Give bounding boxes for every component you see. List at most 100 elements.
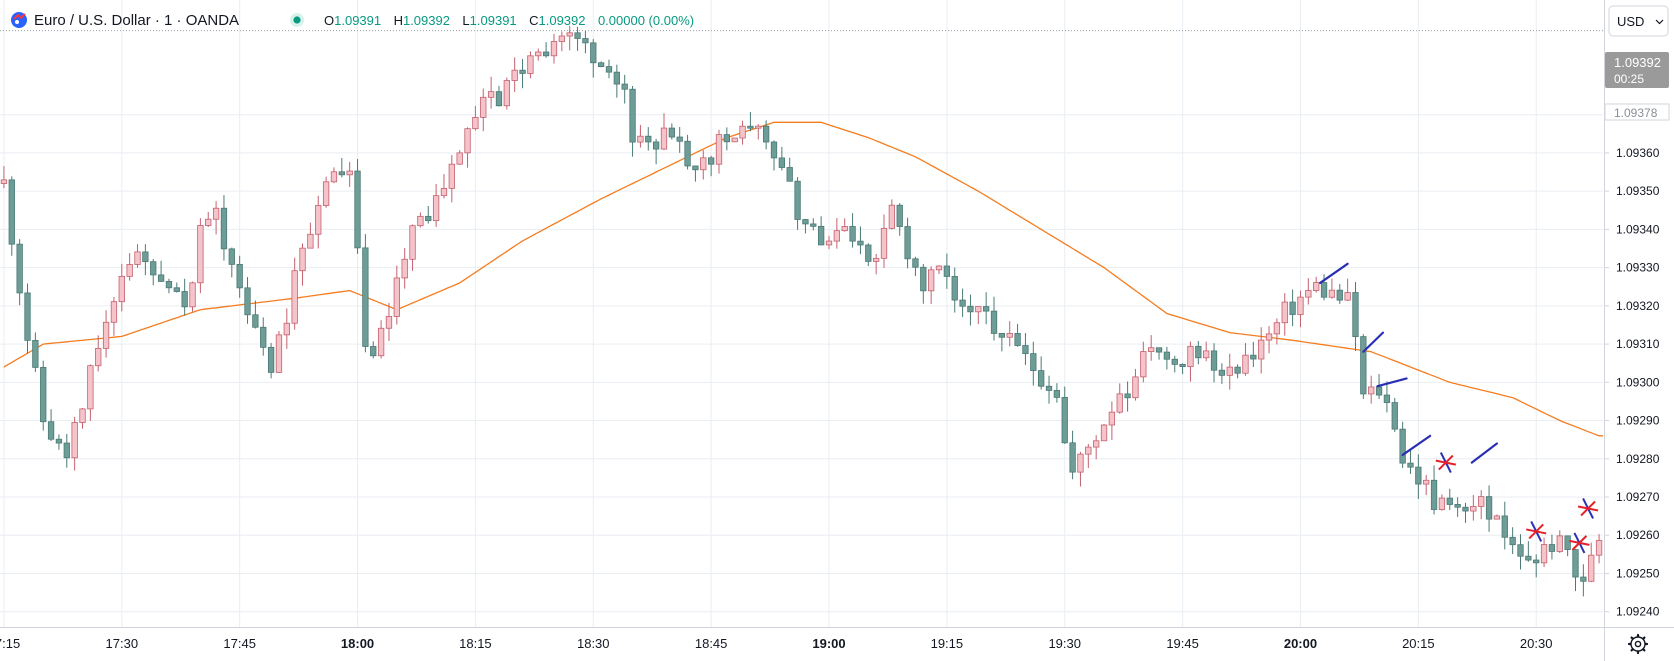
- price-tick-label: 1.09270: [1616, 490, 1660, 504]
- candle-body: [173, 287, 180, 292]
- candle-body: [503, 80, 510, 107]
- candle-body: [87, 365, 94, 410]
- candle-body: [260, 326, 267, 348]
- symbol-legend[interactable]: Euro / U.S. Dollar · 1 · OANDA O1.09391 …: [11, 12, 694, 29]
- currency-selector-box[interactable]: [1608, 5, 1669, 37]
- trend-line-drawing[interactable]: [1362, 331, 1385, 353]
- candle-body: [833, 230, 841, 242]
- price-axis[interactable]: 1.09240 1.09250 1.09260 1.09270 1.09280 1.092…: [1604, 108, 1660, 619]
- candle-bearish: [1430, 465, 1438, 515]
- candle-body: [1061, 396, 1068, 444]
- candle-bearish: [951, 267, 958, 313]
- candle-bearish: [1407, 450, 1414, 474]
- candle-bearish: [1171, 355, 1178, 373]
- cross-marker-drawing[interactable]: [1569, 532, 1590, 554]
- candle-body: [1234, 366, 1241, 374]
- candle-body: [495, 91, 503, 107]
- candle-bullish: [558, 31, 565, 52]
- candle-body: [1250, 354, 1257, 360]
- user-drawings[interactable]: [1319, 262, 1599, 554]
- candle-body: [126, 264, 133, 277]
- candle-body: [354, 170, 361, 249]
- gear-icon[interactable]: [1627, 633, 1649, 655]
- candle-body: [770, 141, 778, 159]
- trend-line-drawing[interactable]: [1319, 262, 1349, 285]
- candle-bullish: [487, 76, 495, 109]
- candle-bearish: [1014, 323, 1021, 347]
- candle-bullish: [307, 222, 314, 249]
- candle-body: [275, 334, 283, 373]
- time-axis[interactable]: 17:15 17:30 17:45 18:00 18:15 18:30 18:45 19:00…: [0, 636, 1552, 651]
- cross-marker-drawing[interactable]: [1435, 452, 1457, 474]
- candle-body: [63, 442, 70, 459]
- candle-bullish: [0, 166, 8, 189]
- candle-bullish: [283, 308, 290, 349]
- candle-bullish: [409, 224, 416, 271]
- symbol-title[interactable]: Euro / U.S. Dollar · 1 · OANDA: [34, 12, 239, 29]
- candle-bullish: [1368, 375, 1375, 404]
- candle-body: [197, 225, 204, 284]
- candle-body: [1415, 466, 1422, 485]
- trend-line-drawing[interactable]: [1470, 442, 1499, 464]
- candle-bullish: [1297, 290, 1304, 328]
- price-tick-label: 1.09330: [1616, 261, 1660, 275]
- candle-bearish: [252, 300, 259, 329]
- candle-bearish: [1501, 501, 1508, 550]
- candle-body: [1038, 370, 1045, 387]
- candle-body: [676, 136, 683, 142]
- trend-line-drawing[interactable]: [1401, 434, 1432, 457]
- candle-body: [802, 219, 809, 225]
- candle-bearish: [1045, 375, 1053, 404]
- candle-bearish: [794, 177, 801, 230]
- trend-line-drawing[interactable]: [1376, 377, 1408, 388]
- candle-body: [1478, 496, 1485, 507]
- candle-body: [1509, 536, 1516, 546]
- cross-stroke-red: [1438, 454, 1454, 471]
- candle-body: [542, 51, 550, 57]
- candle-body: [535, 51, 542, 57]
- candle-bearish: [1572, 548, 1579, 592]
- cross-stroke-red: [1580, 500, 1596, 517]
- currency-selector[interactable]: USD: [1608, 5, 1669, 37]
- cross-marker-drawing[interactable]: [1577, 498, 1599, 519]
- candle-body: [1485, 496, 1493, 520]
- candle-bullish: [71, 416, 78, 471]
- candle-body: [865, 244, 872, 262]
- candle-body: [150, 261, 157, 276]
- price-tick-label: 1.09350: [1616, 184, 1660, 198]
- candle-bullish: [126, 253, 133, 281]
- candle-body: [786, 167, 793, 182]
- candle-bullish: [928, 266, 935, 305]
- candle-body: [480, 96, 487, 118]
- candle-body: [1116, 393, 1123, 413]
- candle-bullish: [110, 297, 118, 336]
- candle-bearish: [652, 138, 660, 165]
- candle-body: [1242, 354, 1249, 374]
- candle-body: [912, 258, 919, 268]
- candle-body: [291, 270, 298, 324]
- candle-body: [1093, 440, 1100, 448]
- time-tick-label: 18:00: [341, 636, 374, 651]
- candle-body: [401, 258, 408, 279]
- candle-body: [16, 243, 23, 294]
- candle-body: [110, 301, 118, 323]
- candle-bearish: [63, 433, 70, 468]
- candle-bullish: [315, 195, 322, 249]
- candle-body: [1320, 282, 1328, 298]
- candle-body: [432, 195, 440, 222]
- market-status-icon[interactable]: [290, 13, 304, 27]
- candle-body: [1454, 504, 1461, 508]
- cross-marker-drawing[interactable]: [1526, 520, 1547, 542]
- candle-body: [79, 408, 86, 423]
- candle-bullish: [189, 281, 196, 312]
- candle-body: [1069, 442, 1076, 473]
- candle-body: [810, 223, 817, 227]
- candle-body: [637, 135, 644, 143]
- candle-bullish: [401, 248, 408, 289]
- candle-bullish: [1344, 278, 1351, 301]
- candle-body: [739, 125, 746, 139]
- candle-body: [951, 276, 958, 301]
- candle-bearish: [228, 247, 235, 278]
- candle-body: [102, 321, 110, 349]
